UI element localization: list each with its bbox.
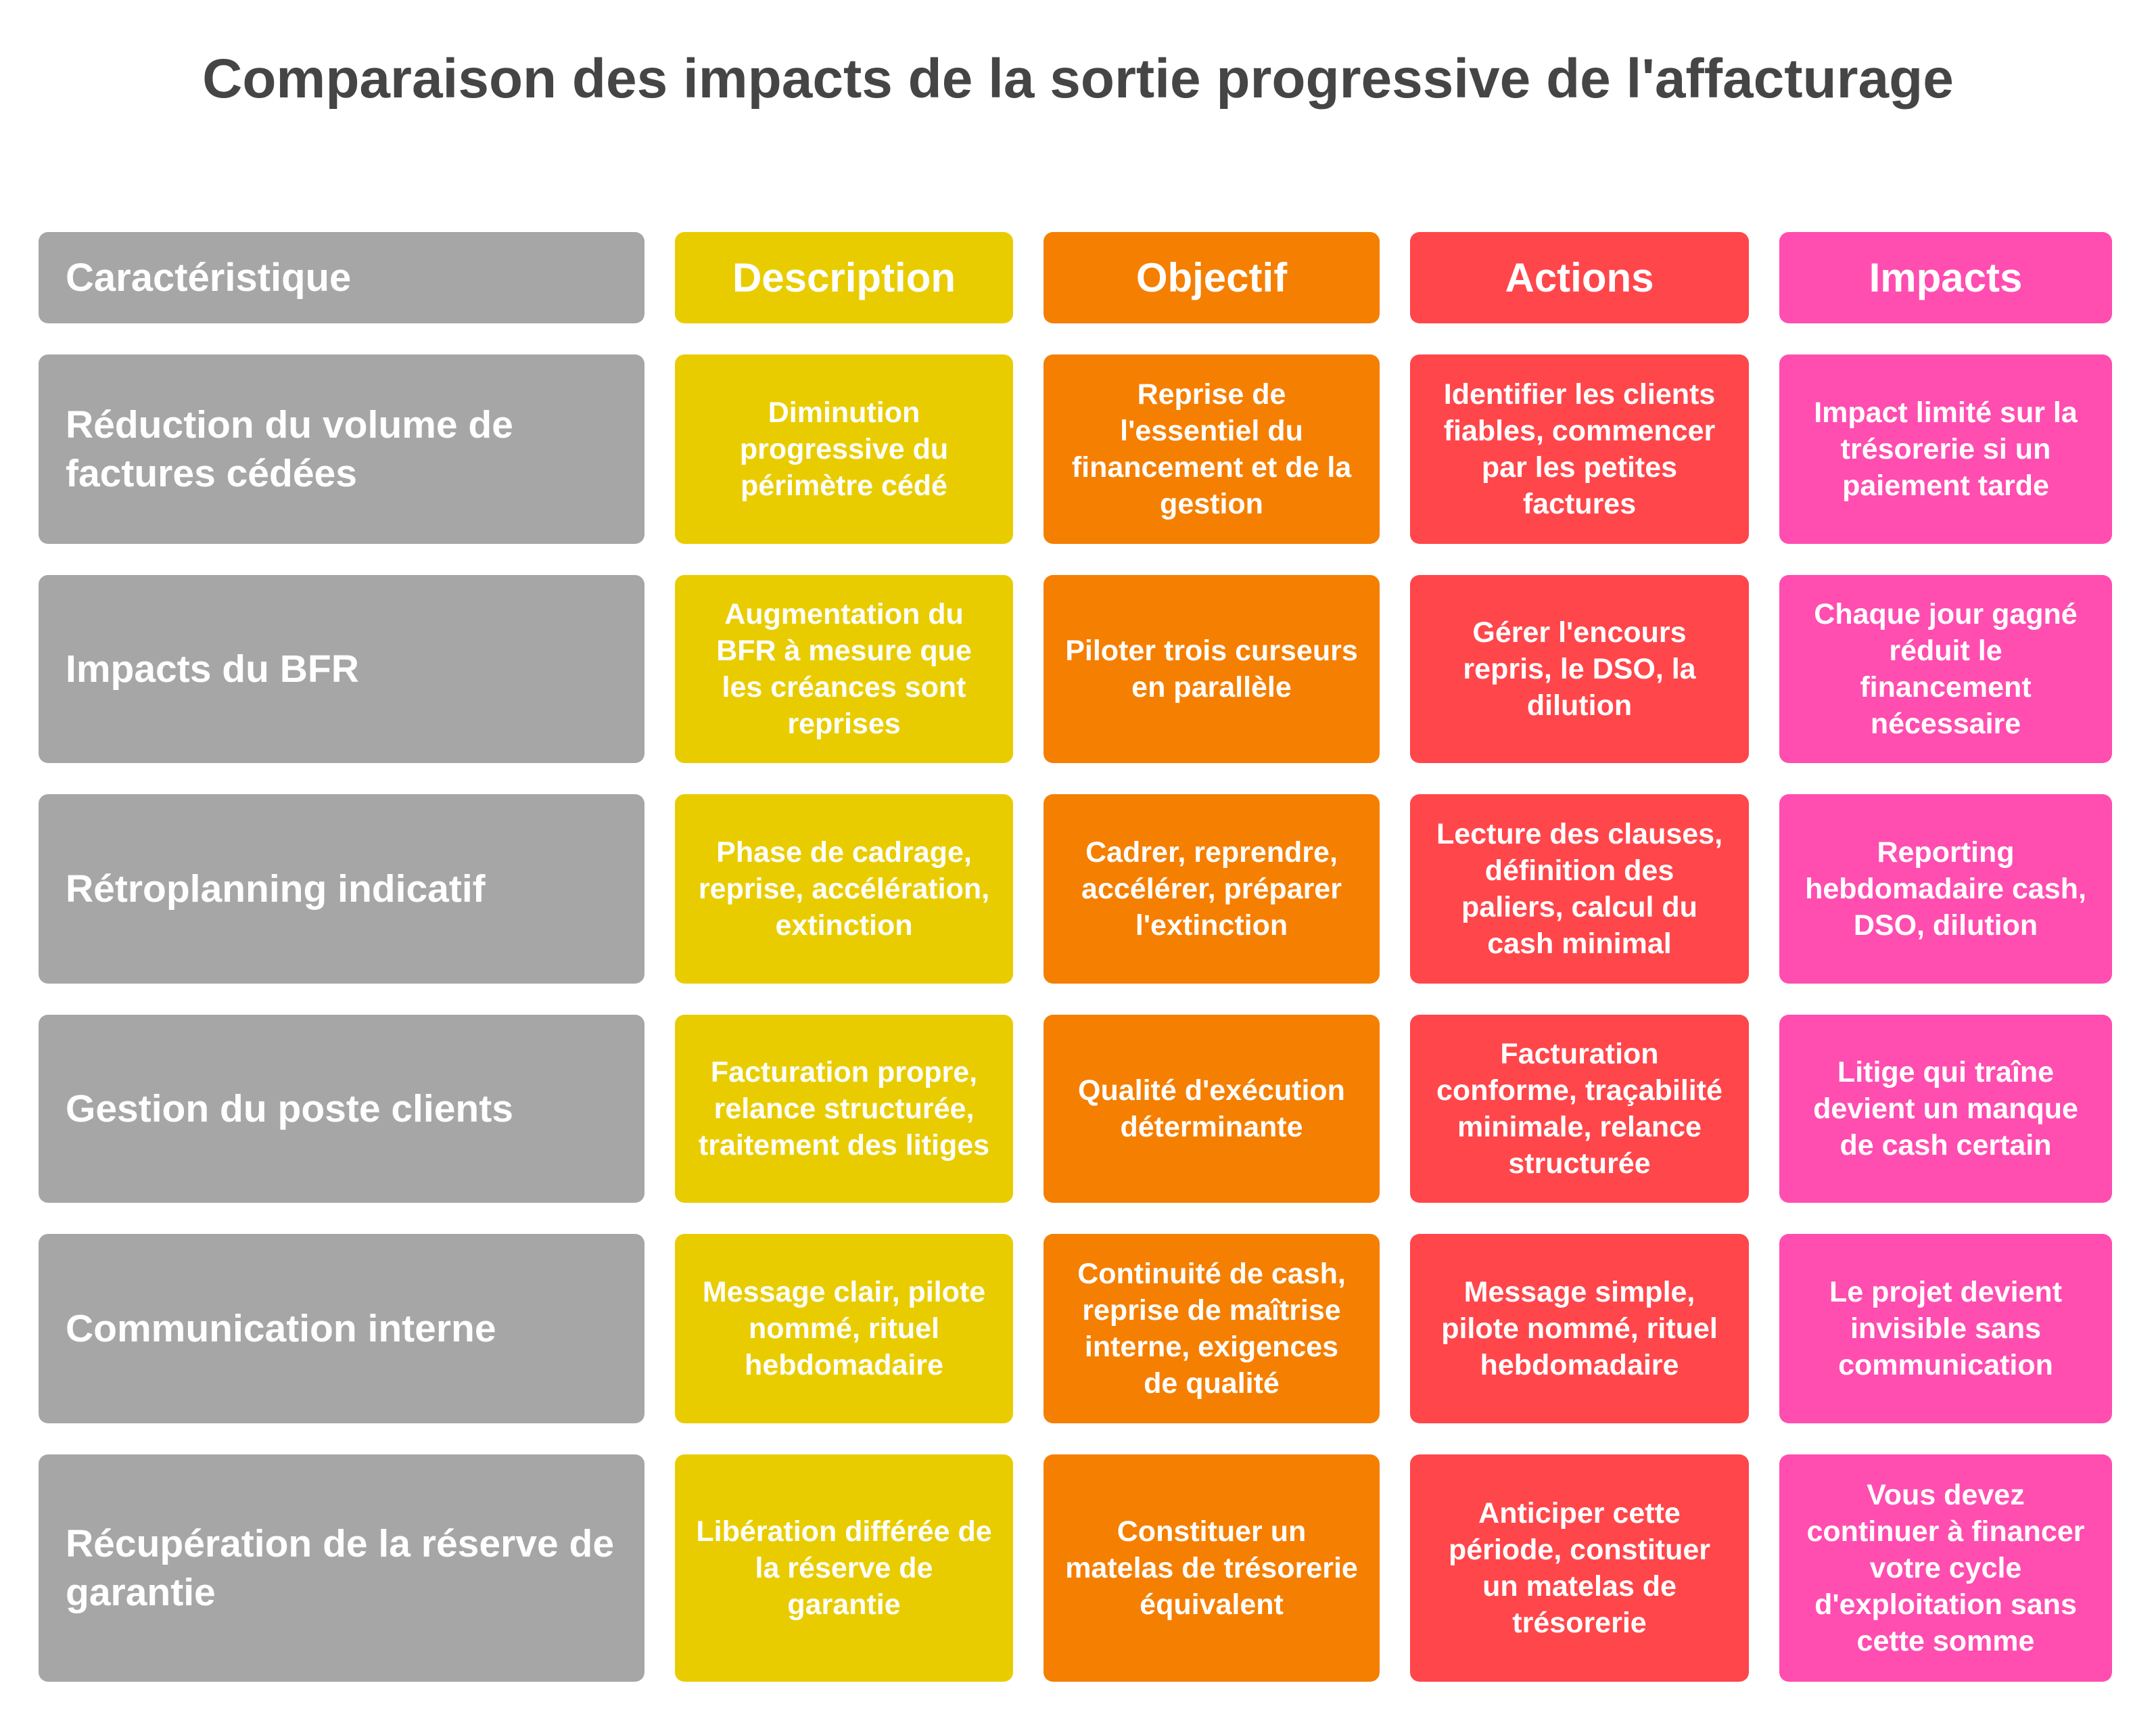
cell-impacts: Reporting hebdomadaire cash, DSO, diluti… <box>1779 794 2112 984</box>
cell-objectif: Continuité de cash, reprise de maîtrise … <box>1044 1234 1380 1423</box>
cell-impacts: Chaque jour gagné réduit le financement … <box>1779 575 2112 763</box>
cell-actions: Message simple, pilote nommé, rituel heb… <box>1410 1234 1749 1423</box>
cell-description: Libération différée de la réserve de gar… <box>675 1454 1013 1682</box>
cell-description: Augmentation du BFR à mesure que les cré… <box>675 575 1013 763</box>
header-objectif: Objectif <box>1044 232 1380 323</box>
cell-actions: Anticiper cette période, constituer un m… <box>1410 1454 1749 1682</box>
cell-actions: Facturation conforme, traçabilité minima… <box>1410 1015 1749 1203</box>
cell-impacts: Impact limité sur la trésorerie si un pa… <box>1779 354 2112 544</box>
cell-objectif: Cadrer, reprendre, accélérer, préparer l… <box>1044 794 1380 984</box>
header-actions: Actions <box>1410 232 1749 323</box>
cell-impacts: Vous devez continuer à financer votre cy… <box>1779 1454 2112 1682</box>
cell-description: Message clair, pilote nommé, rituel hebd… <box>675 1234 1013 1423</box>
cell-caracteristique: Récupération de la réserve de garantie <box>39 1454 645 1682</box>
cell-actions: Gérer l'encours repris, le DSO, la dilut… <box>1410 575 1749 763</box>
comparison-table: Caractéristique Description Objectif Action… <box>39 232 2112 1682</box>
page-title: Comparaison des impacts de la sortie pro… <box>202 48 1954 110</box>
cell-impacts: Litige qui traîne devient un manque de c… <box>1779 1015 2112 1203</box>
cell-caracteristique: Communication interne <box>39 1234 645 1423</box>
cell-objectif: Qualité d'exécution déterminante <box>1044 1015 1380 1203</box>
cell-actions: Lecture des clauses, définition des pali… <box>1410 794 1749 984</box>
header-description: Description <box>675 232 1013 323</box>
header-caracteristique: Caractéristique <box>39 232 645 323</box>
cell-caracteristique: Réduction du volume de factures cédées <box>39 354 645 544</box>
cell-objectif: Constituer un matelas de trésorerie équi… <box>1044 1454 1380 1682</box>
cell-description: Diminution progressive du périmètre cédé <box>675 354 1013 544</box>
cell-objectif: Piloter trois curseurs en parallèle <box>1044 575 1380 763</box>
cell-actions: Identifier les clients fiables, commence… <box>1410 354 1749 544</box>
cell-caracteristique: Impacts du BFR <box>39 575 645 763</box>
header-impacts: Impacts <box>1779 232 2112 323</box>
cell-description: Phase de cadrage, reprise, accélération,… <box>675 794 1013 984</box>
cell-impacts: Le projet devient invisible sans communi… <box>1779 1234 2112 1423</box>
cell-objectif: Reprise de l'essentiel du financement et… <box>1044 354 1380 544</box>
cell-caracteristique: Rétroplanning indicatif <box>39 794 645 984</box>
cell-description: Facturation propre, relance structurée, … <box>675 1015 1013 1203</box>
cell-caracteristique: Gestion du poste clients <box>39 1015 645 1203</box>
